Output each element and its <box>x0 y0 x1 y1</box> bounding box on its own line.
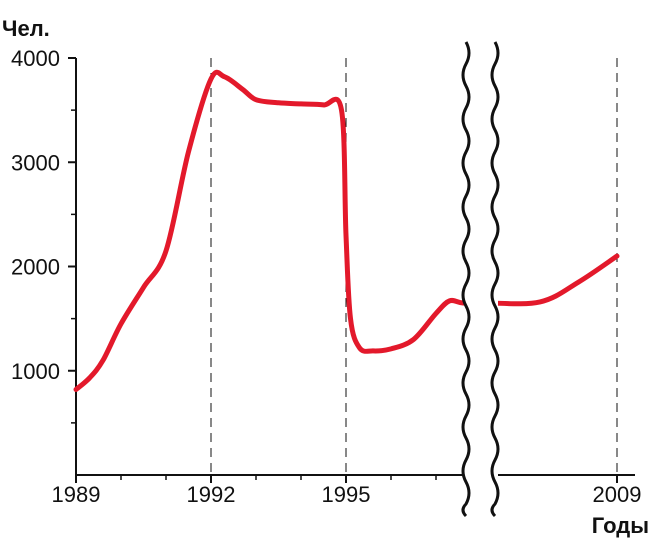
y-ticks: 1000 2000 3000 4000 <box>11 46 76 424</box>
axis-break-line-left <box>461 41 471 518</box>
y-axis-title: Чел. <box>2 16 50 41</box>
axis-break-marker <box>461 40 500 520</box>
y-tick-label-2000: 2000 <box>11 255 60 280</box>
x-tick-label-2009: 2009 <box>593 482 642 507</box>
vertical-gridlines <box>210 58 618 475</box>
x-ticks: 1989 1992 1995 2009 <box>52 475 642 507</box>
y-tick-label-1000: 1000 <box>11 359 60 384</box>
x-tick-label-1989: 1989 <box>52 482 101 507</box>
y-tick-label-3000: 3000 <box>11 150 60 175</box>
y-tick-label-4000: 4000 <box>11 46 60 71</box>
series-line <box>73 69 620 392</box>
axis-break-line-right <box>490 41 500 518</box>
x-axis-title: Годы <box>592 513 649 538</box>
x-tick-label-1992: 1992 <box>187 482 236 507</box>
x-tick-label-1995: 1995 <box>322 482 371 507</box>
